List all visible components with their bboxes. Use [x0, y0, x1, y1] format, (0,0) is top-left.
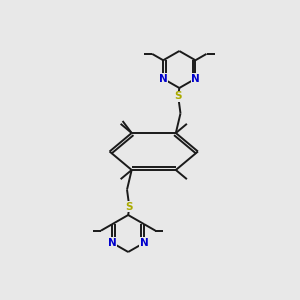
Text: N: N — [108, 238, 116, 248]
Text: N: N — [140, 238, 149, 248]
Text: S: S — [174, 91, 182, 101]
Text: S: S — [126, 202, 133, 212]
Text: N: N — [159, 74, 168, 84]
Text: N: N — [191, 74, 200, 84]
